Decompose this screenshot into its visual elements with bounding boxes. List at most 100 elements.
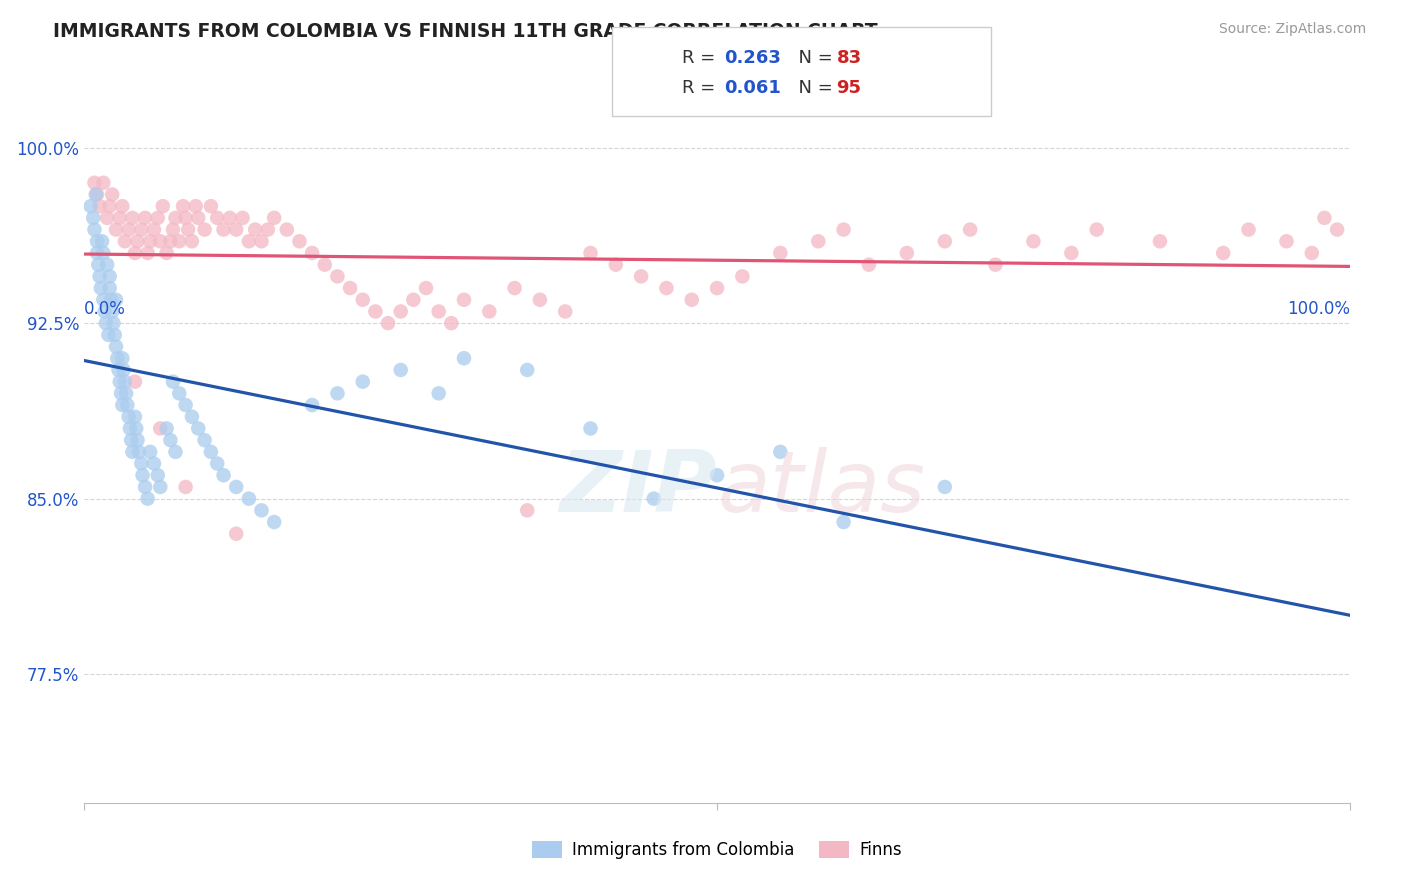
Point bbox=[655, 281, 678, 295]
Point bbox=[105, 340, 127, 354]
Point bbox=[121, 445, 143, 459]
Point bbox=[858, 258, 880, 272]
Point bbox=[415, 281, 437, 295]
Text: 0.263: 0.263 bbox=[724, 49, 780, 68]
Point bbox=[131, 468, 153, 483]
Point bbox=[86, 187, 108, 202]
Point bbox=[934, 234, 956, 248]
Point bbox=[288, 234, 311, 248]
Point bbox=[352, 375, 374, 389]
Point bbox=[681, 293, 703, 307]
Point bbox=[516, 363, 538, 377]
Point bbox=[94, 316, 117, 330]
Point bbox=[276, 222, 298, 236]
Point bbox=[114, 375, 136, 389]
Point bbox=[146, 211, 169, 225]
Point bbox=[503, 281, 526, 295]
Point bbox=[117, 398, 139, 412]
Point bbox=[326, 386, 349, 401]
Text: N =: N = bbox=[787, 49, 839, 68]
Point bbox=[115, 386, 138, 401]
Point bbox=[127, 433, 149, 447]
Point bbox=[301, 246, 323, 260]
Point bbox=[169, 386, 191, 401]
Point bbox=[453, 351, 475, 366]
Point bbox=[110, 386, 132, 401]
Point bbox=[352, 293, 374, 307]
Point bbox=[301, 398, 323, 412]
Point bbox=[200, 199, 222, 213]
Point bbox=[529, 293, 551, 307]
Point bbox=[212, 222, 235, 236]
Point bbox=[554, 304, 576, 318]
Text: ZIP: ZIP bbox=[560, 447, 717, 531]
Point bbox=[225, 480, 247, 494]
Text: 0.061: 0.061 bbox=[724, 79, 780, 97]
Point bbox=[172, 199, 194, 213]
Point bbox=[165, 211, 187, 225]
Point bbox=[114, 234, 136, 248]
Text: 100.0%: 100.0% bbox=[1286, 300, 1350, 318]
Point bbox=[832, 222, 855, 236]
Point bbox=[1149, 234, 1171, 248]
Point bbox=[231, 211, 254, 225]
Point bbox=[159, 234, 181, 248]
Point bbox=[402, 293, 425, 307]
Point bbox=[87, 258, 110, 272]
Point bbox=[105, 222, 127, 236]
Point bbox=[111, 199, 134, 213]
Point bbox=[207, 457, 229, 471]
Point bbox=[934, 480, 956, 494]
Text: N =: N = bbox=[787, 79, 839, 97]
Text: R =: R = bbox=[682, 79, 721, 97]
Text: 0.0%: 0.0% bbox=[84, 300, 127, 318]
Point bbox=[516, 503, 538, 517]
Point bbox=[165, 445, 187, 459]
Point bbox=[134, 480, 156, 494]
Point bbox=[101, 304, 124, 318]
Point bbox=[108, 375, 131, 389]
Point bbox=[79, 199, 103, 213]
Point bbox=[984, 258, 1007, 272]
Point bbox=[1275, 234, 1298, 248]
Point bbox=[118, 222, 141, 236]
Point bbox=[136, 246, 159, 260]
Point bbox=[152, 199, 174, 213]
Point bbox=[127, 234, 149, 248]
Point bbox=[807, 234, 830, 248]
Point bbox=[112, 363, 135, 377]
Point bbox=[174, 480, 197, 494]
Point bbox=[1060, 246, 1083, 260]
Point bbox=[149, 234, 172, 248]
Text: 83: 83 bbox=[837, 49, 862, 68]
Point bbox=[83, 176, 105, 190]
Point bbox=[93, 176, 115, 190]
Point bbox=[1326, 222, 1348, 236]
Point bbox=[1085, 222, 1108, 236]
Point bbox=[187, 421, 209, 435]
Point bbox=[84, 187, 107, 202]
Point bbox=[364, 304, 387, 318]
Point bbox=[91, 234, 114, 248]
Point bbox=[180, 234, 204, 248]
Point bbox=[96, 258, 118, 272]
Point bbox=[129, 222, 153, 236]
Text: atlas: atlas bbox=[717, 447, 925, 531]
Point bbox=[225, 526, 247, 541]
Point bbox=[440, 316, 463, 330]
Point bbox=[180, 409, 204, 424]
Point bbox=[643, 491, 665, 506]
Point bbox=[1237, 222, 1260, 236]
Point bbox=[263, 211, 285, 225]
Point bbox=[630, 269, 652, 284]
Point bbox=[184, 199, 207, 213]
Point bbox=[155, 246, 177, 260]
Point bbox=[111, 398, 134, 412]
Point bbox=[139, 445, 162, 459]
Point bbox=[1212, 246, 1234, 260]
Legend: Immigrants from Colombia, Finns: Immigrants from Colombia, Finns bbox=[526, 834, 908, 866]
Point bbox=[263, 515, 285, 529]
Point bbox=[257, 222, 280, 236]
Point bbox=[143, 222, 166, 236]
Point bbox=[129, 457, 153, 471]
